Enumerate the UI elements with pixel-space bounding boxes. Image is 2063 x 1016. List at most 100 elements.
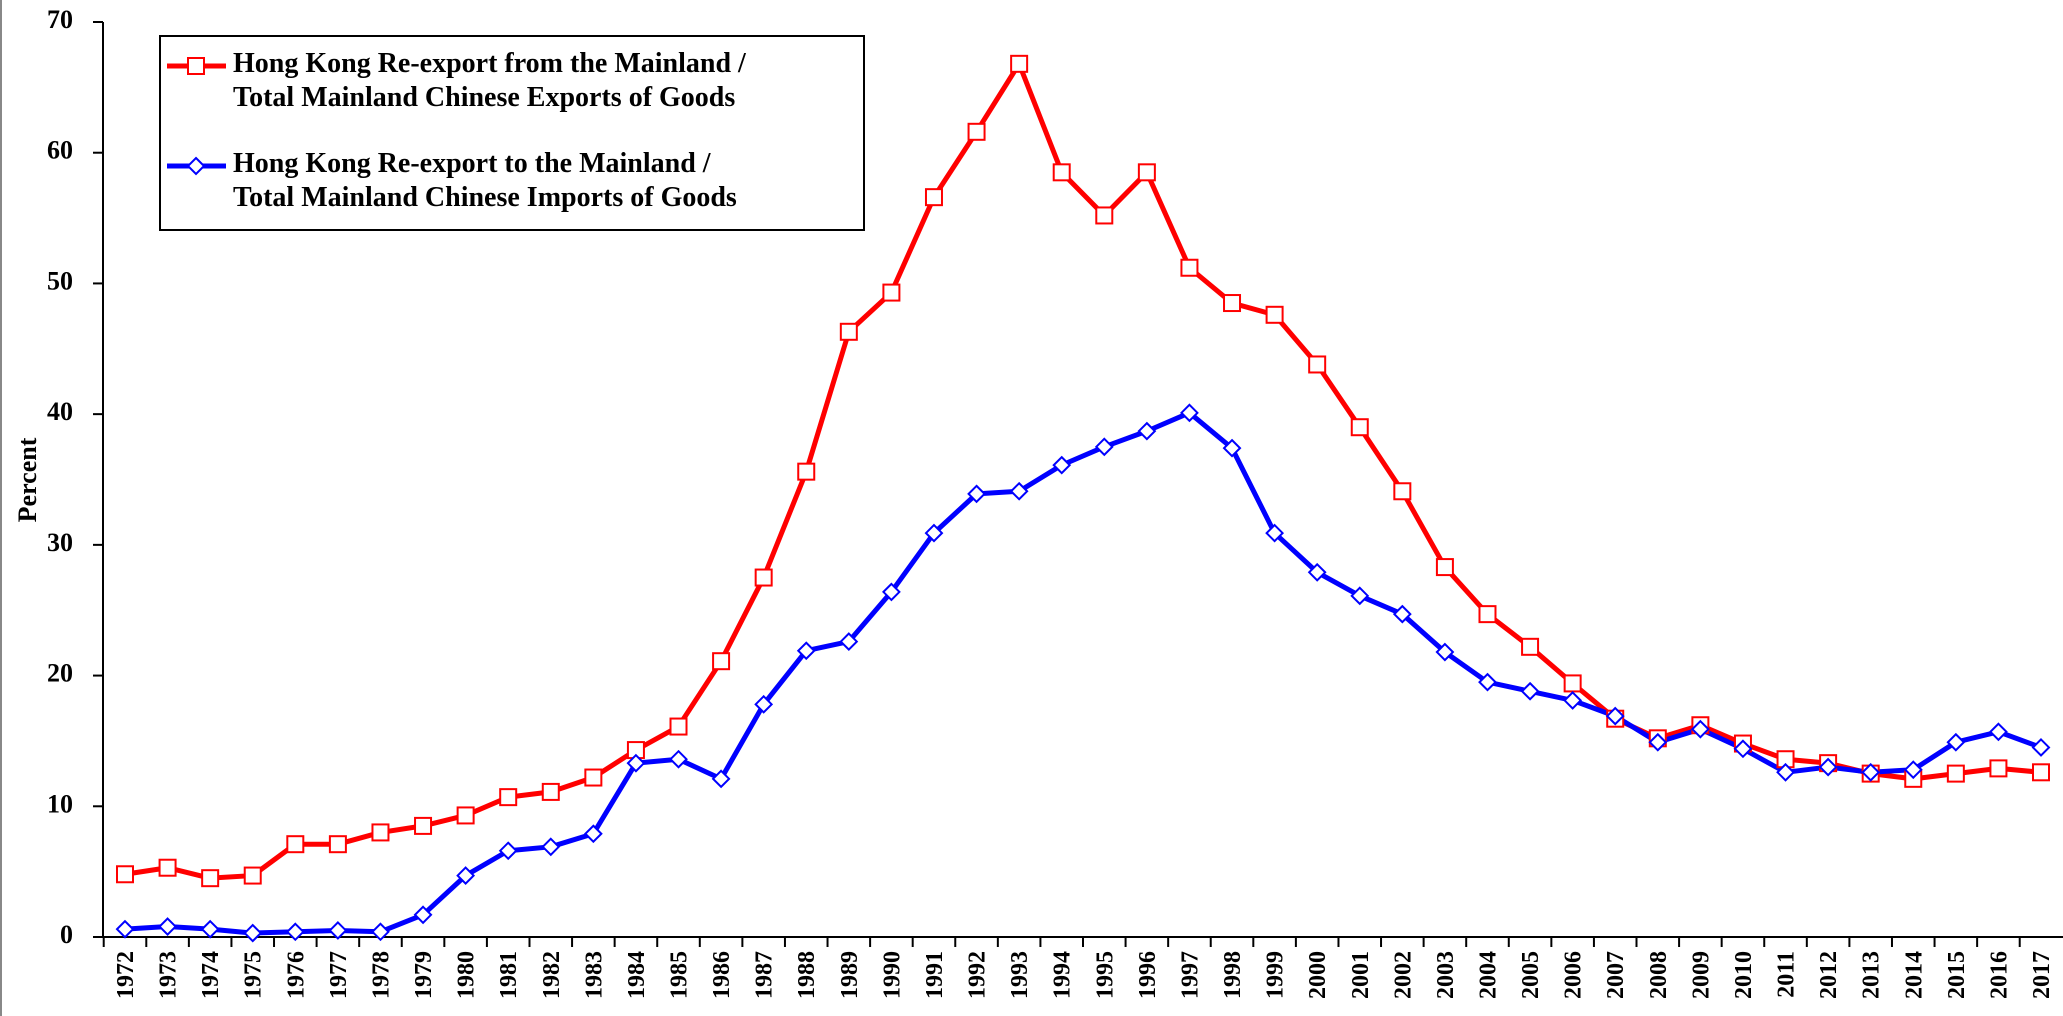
point [1733, 739, 1753, 759]
point [328, 835, 347, 854]
x-tick-label: 1981 [496, 951, 522, 999]
x-tick-label: 2004 [1475, 951, 1501, 999]
point [1563, 674, 1582, 693]
x-tick-label: 2002 [1390, 951, 1416, 999]
x-tick-label: 1989 [837, 951, 863, 999]
point [967, 122, 986, 141]
point [414, 816, 433, 835]
point [499, 788, 518, 807]
point [1989, 759, 2008, 778]
y-tick-label: 30 [47, 528, 73, 557]
x-tick-label: 1998 [1220, 951, 1246, 999]
point [1478, 672, 1497, 692]
point [541, 837, 561, 857]
legend-box [159, 35, 865, 231]
y-tick-label: 0 [60, 920, 73, 949]
point [669, 749, 688, 769]
x-tick-label: 1984 [624, 951, 650, 999]
point [1265, 523, 1285, 543]
x-tick-label: 1972 [113, 951, 139, 999]
point [1137, 163, 1156, 182]
series-line [124, 61, 2042, 881]
point [881, 582, 901, 602]
x-tick-label: 1993 [1007, 951, 1033, 999]
y-tick-label: 20 [47, 659, 73, 688]
x-tick-label: 2010 [1731, 951, 1757, 999]
point [1521, 637, 1540, 656]
point [754, 568, 773, 587]
point [1478, 605, 1497, 624]
point [2031, 738, 2051, 757]
point [1009, 481, 1029, 501]
point [839, 322, 858, 341]
point [584, 768, 603, 787]
point [413, 905, 433, 925]
x-tick-label: 1973 [156, 951, 182, 999]
x-tick-label: 2016 [1986, 951, 2012, 999]
point [371, 823, 390, 842]
point [1776, 762, 1795, 782]
x-tick-label: 1994 [1050, 951, 1076, 999]
point [200, 919, 220, 939]
point [1307, 562, 1327, 582]
x-tick-label: 1975 [241, 951, 267, 999]
point [1989, 722, 2008, 742]
point [115, 919, 135, 939]
y-tick-label: 60 [47, 136, 73, 165]
point [1223, 294, 1242, 313]
point [158, 858, 177, 877]
point [371, 922, 390, 942]
x-tick-label: 1987 [752, 951, 778, 999]
x-tick-label: 1996 [1135, 951, 1161, 999]
x-tick-label: 1997 [1177, 951, 1203, 999]
x-tick-label: 1982 [539, 951, 565, 999]
point [1520, 681, 1540, 701]
point [1435, 558, 1454, 577]
point [456, 806, 475, 825]
point [1350, 418, 1369, 437]
point [1861, 762, 1881, 782]
point [967, 484, 986, 504]
point [1052, 455, 1072, 475]
y-axis-label: Percent [13, 437, 42, 522]
point [1903, 760, 1923, 780]
point [626, 753, 646, 773]
x-tick-label: 1992 [965, 951, 991, 999]
point [1010, 54, 1029, 73]
point [1605, 706, 1625, 726]
point [1435, 642, 1455, 662]
point [243, 923, 263, 943]
point [116, 865, 134, 884]
x-tick-label: 2003 [1433, 951, 1459, 999]
point [1690, 719, 1710, 739]
point [1265, 305, 1284, 324]
legend-label: Hong Kong Re-export to the Mainland / Tot… [233, 148, 737, 213]
legend-marker [186, 156, 206, 176]
y-tick-label: 70 [47, 5, 73, 34]
x-tick-label: 2014 [1901, 951, 1927, 999]
point [1648, 732, 1668, 752]
point [1180, 403, 1199, 423]
point [711, 769, 731, 789]
x-tick-label: 1974 [198, 951, 224, 999]
y-tick-label: 10 [47, 789, 73, 818]
x-tick-label: 1995 [1092, 951, 1118, 999]
point [796, 641, 816, 661]
point [1946, 764, 1965, 783]
point [1222, 438, 1242, 458]
point [754, 694, 774, 714]
y-tick-label: 50 [47, 266, 73, 295]
y-tick-label: 40 [47, 397, 73, 426]
x-tick-label: 1976 [283, 951, 309, 999]
point [541, 782, 560, 801]
x-tick-label: 2009 [1688, 951, 1714, 999]
x-tick-label: 1980 [454, 951, 480, 999]
x-tick-label: 2001 [1348, 951, 1374, 999]
x-tick-label: 2015 [1944, 951, 1970, 999]
x-tick-label: 1986 [709, 951, 735, 999]
legend-marker [187, 57, 205, 75]
x-tick-label: 1979 [411, 951, 437, 999]
x-tick-label: 1983 [581, 951, 607, 999]
point [243, 866, 262, 885]
point [1818, 757, 1838, 777]
